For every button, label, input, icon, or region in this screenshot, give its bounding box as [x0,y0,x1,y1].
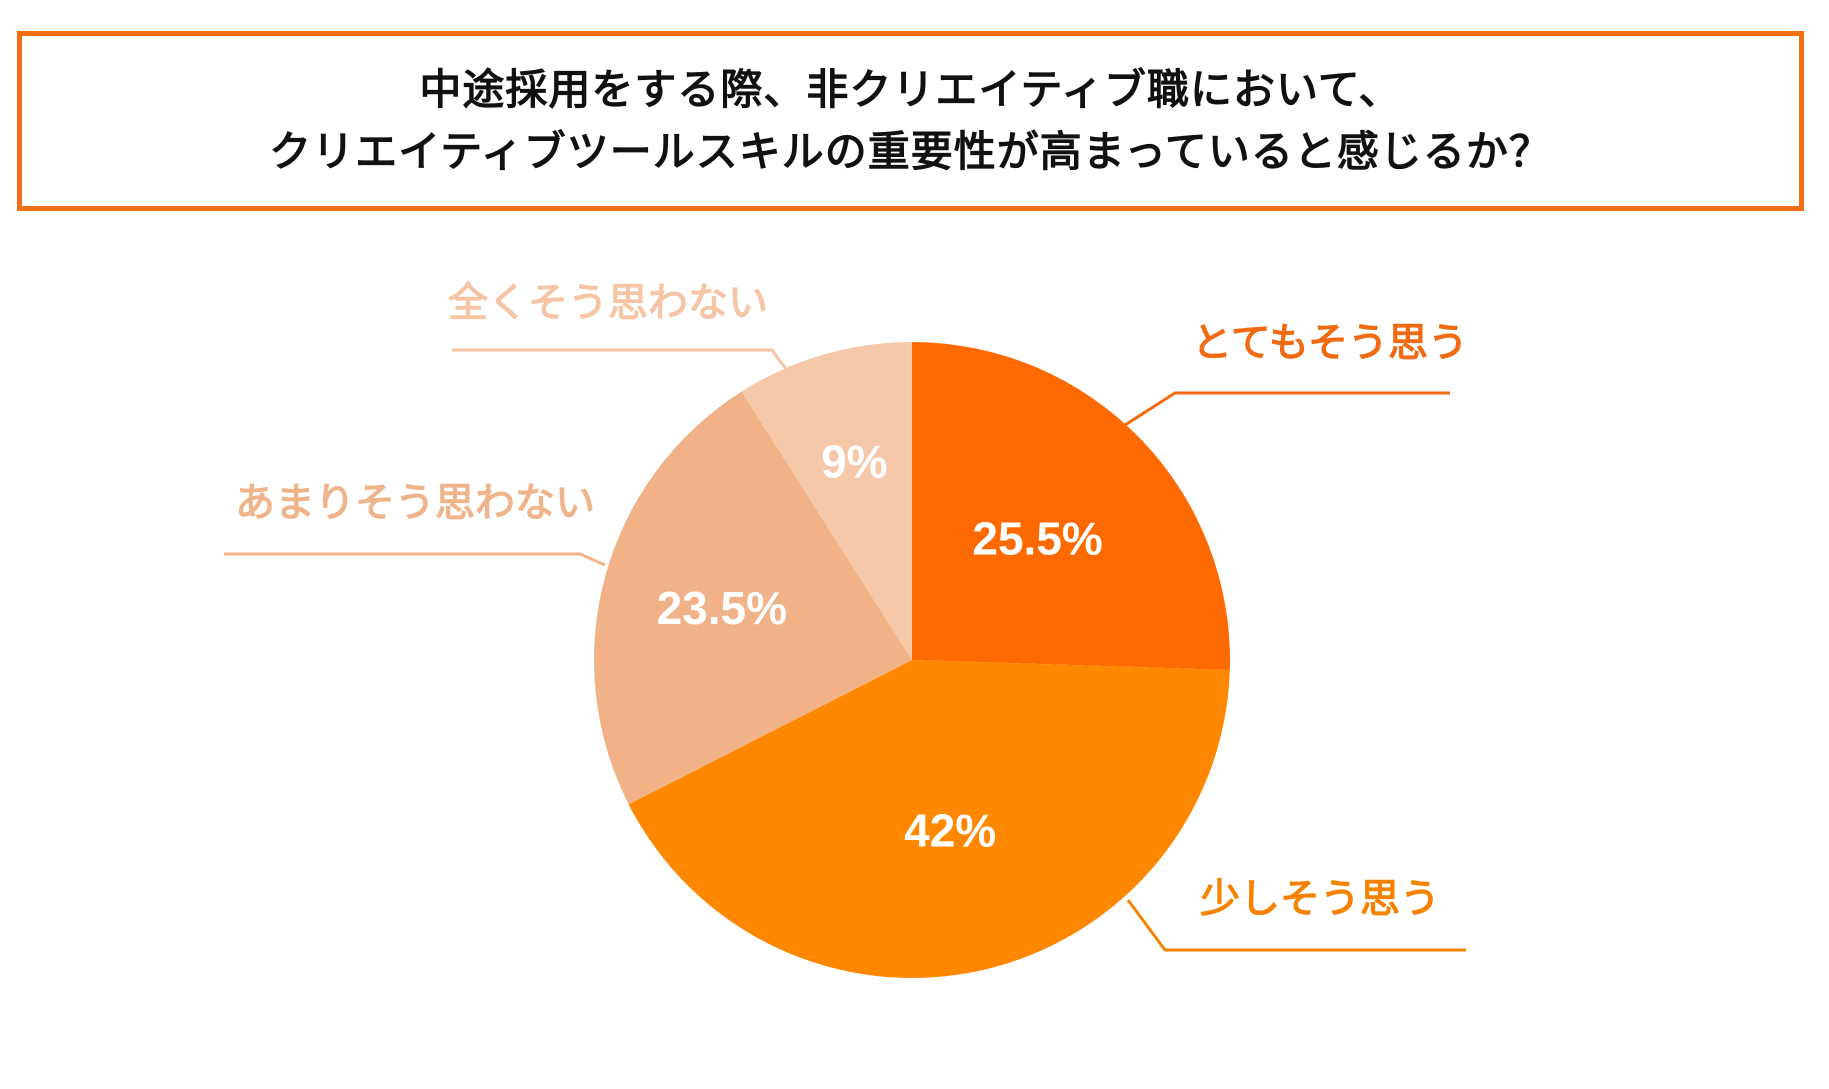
pie-slice-labels: 25.5% 42% 23.5% 9% [657,436,1103,857]
leader-line-1 [1124,391,1450,427]
chart-title-line-1: 中途採用をする際、非クリエイティブ職において、 [419,65,1402,114]
slice-value-label-1: 25.5% [972,512,1102,564]
leader-line-4 [452,348,790,373]
category-label-2: 少しそう思う [1200,876,1440,922]
category-label-3: あまりそう思わない [235,480,595,526]
pie-slice-4 [741,342,912,660]
leader-line-2 [1126,899,1466,952]
slice-value-label-3: 23.5% [657,582,787,634]
pie-slices [594,342,1231,979]
pie-slice-3 [594,391,912,805]
slice-value-label-2: 42% [904,805,996,857]
leader-line-3 [224,552,606,567]
pie-slice-2 [628,660,1230,979]
category-label-4: 全くそう思わない [447,280,768,326]
chart-title-line-2: クリエイティブツールスキルの重要性が高まっていると感じるか？ [269,127,1552,176]
category-label-1: とてもそう思う [1192,320,1468,366]
leader-lines [224,348,1466,952]
pie-slice-1 [912,342,1231,670]
slice-value-label-4: 9% [821,436,887,488]
title-box: 中途採用をする際、非クリエイティブ職において、 クリエイティブツールスキルの重要… [17,31,1804,211]
